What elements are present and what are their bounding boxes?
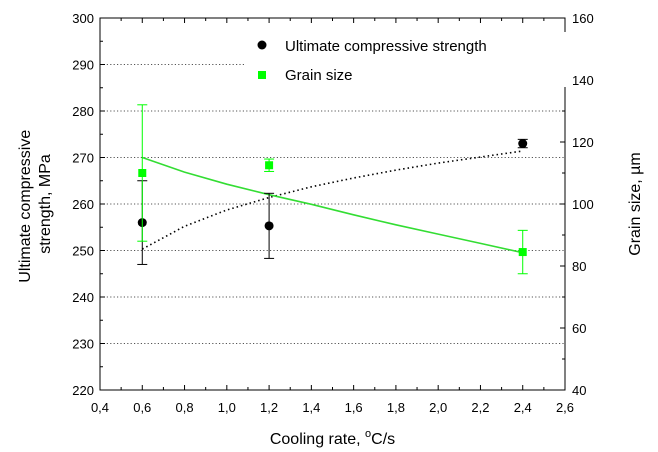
grain-size-data-point (138, 169, 147, 177)
y-axis-right-title: Grain size, µm (627, 152, 644, 255)
y-right-tick-label: 140 (572, 73, 594, 88)
x-tick-label: 0,4 (91, 400, 109, 415)
grain-size-data-point (265, 161, 274, 170)
x-tick-label: 2,0 (429, 400, 447, 415)
ucs-data-point (264, 221, 274, 231)
x-axis-title-unit: C/s (371, 431, 395, 448)
x-tick-label: 1,2 (260, 400, 278, 415)
y-right-tick-label: 120 (572, 135, 594, 150)
y-left-tick-label: 290 (72, 58, 94, 73)
x-tick-label: 0,6 (133, 400, 151, 415)
y-left-tick-label: 260 (72, 197, 94, 212)
x-axis-title-degree: o (365, 428, 371, 440)
legend-label-grain-size: Grain size (285, 67, 353, 84)
y-left-tick-label: 240 (72, 290, 94, 305)
x-axis-title: Cooling rate, oC/s (270, 428, 395, 448)
fit-curves (141, 150, 523, 254)
x-tick-label: 1,8 (387, 400, 405, 415)
x-axis-title-main: Cooling rate, (270, 431, 365, 448)
y-left-tick-label: 300 (72, 11, 94, 26)
legend-marker-ucs (257, 40, 267, 50)
x-tick-label: 0,8 (176, 400, 194, 415)
ucs-data-point (518, 139, 528, 149)
grain-size-data-point (518, 248, 527, 257)
y-axis-left-title-line2: strength, MPa (37, 154, 54, 254)
ucs-fit-curve (141, 150, 523, 250)
x-tick-label: 2,6 (556, 400, 574, 415)
x-tick-label: 2,2 (471, 400, 489, 415)
legend-background (245, 32, 570, 87)
legend-marker-grain-size (258, 71, 266, 79)
x-tick-label: 1,6 (345, 400, 363, 415)
y-left-tick-label: 220 (72, 383, 94, 398)
y-axis-left-title-line1: Ultimate compressive (17, 130, 34, 283)
legend-label-ucs: Ultimate compressive strength (285, 38, 487, 55)
y-left-tick-label: 280 (72, 104, 94, 119)
y-right-tick-label: 40 (572, 383, 586, 398)
x-tick-label: 2,4 (514, 400, 532, 415)
y-left-tick-label: 270 (72, 151, 94, 166)
y-right-tick-label: 60 (572, 321, 586, 336)
axis-ticks: 0,4 0,6 0,8 1,0 1,2 1,4 1,6 1,8 2,0 2,2 2,4 2,6 220 2… (72, 11, 593, 415)
legend: Ultimate compressive strength Grain size (245, 32, 570, 87)
y-left-tick-label: 230 (72, 337, 94, 352)
y-right-tick-label: 80 (572, 259, 586, 274)
y-right-tick-label: 100 (572, 197, 594, 212)
y-axis-left-title: Ultimate compressive strength, MPa (17, 125, 54, 282)
y-left-tick-label: 250 (72, 244, 94, 259)
x-tick-label: 1,4 (302, 400, 320, 415)
grain-size-fit-curve (142, 156, 523, 254)
data-marks (137, 104, 528, 275)
y-right-tick-label: 160 (572, 11, 594, 26)
x-tick-label: 1,0 (218, 400, 236, 415)
